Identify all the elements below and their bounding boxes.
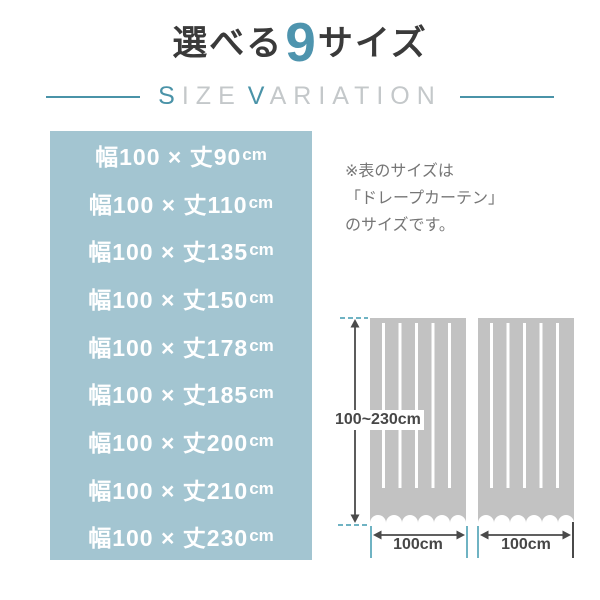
size-label: 幅100 × 丈178 — [88, 334, 249, 361]
size-label: 幅100 × 丈210 — [88, 477, 249, 504]
size-label: 幅100 × 丈110 — [88, 191, 248, 218]
title-suffix: サイズ — [317, 24, 428, 63]
size-row: 幅100 × 丈135 cm — [50, 226, 312, 274]
size-row: 幅100 × 丈150 cm — [50, 274, 312, 322]
subtitle-right-line — [459, 95, 554, 98]
curtain-panel-right — [478, 318, 574, 531]
curtain-diagram — [338, 317, 574, 558]
subtitle-s-rest: IZE — [181, 82, 242, 110]
size-label: 幅100 × 丈185 — [88, 382, 249, 409]
size-row: 幅100 × 丈90 cm — [50, 131, 312, 179]
subtitle-v-rest: ARIATION — [269, 82, 442, 110]
size-row: 幅100 × 丈110 cm — [50, 179, 312, 227]
size-unit: cm — [249, 526, 274, 546]
size-unit: cm — [242, 144, 267, 164]
width-arrow-left — [373, 530, 465, 540]
page-title: 選べる9サイズ — [0, 10, 600, 74]
size-unit: cm — [249, 430, 274, 450]
title-number: 9 — [285, 11, 316, 73]
title-prefix: 選べる — [172, 24, 284, 63]
height-dimension-label: 100~230cm — [332, 410, 424, 430]
note-line-1: ※表のサイズは — [345, 163, 454, 180]
size-label: 幅100 × 丈230 — [88, 525, 249, 552]
size-label: 幅100 × 丈200 — [88, 429, 249, 456]
size-note: ※表のサイズは 「ドレープカーテン」 のサイズです。 — [345, 158, 504, 239]
note-line-2: 「ドレープカーテン」 — [345, 190, 505, 207]
width-dimension-label-right: 100cm — [501, 536, 551, 553]
subtitle-text: SIZE VARIATION — [158, 82, 442, 111]
note-line-3: のサイズです。 — [345, 217, 455, 234]
size-unit: cm — [249, 240, 274, 260]
size-row: 幅100 × 丈185 cm — [50, 369, 312, 417]
size-row: 幅100 × 丈210 cm — [50, 465, 312, 513]
size-unit: cm — [249, 383, 274, 403]
size-row: 幅100 × 丈200 cm — [50, 417, 312, 465]
size-row: 幅100 × 丈230 cm — [50, 512, 312, 560]
size-unit: cm — [249, 335, 274, 355]
size-unit: cm — [249, 287, 274, 307]
size-label: 幅100 × 丈150 — [88, 286, 249, 313]
subtitle-left-line — [46, 95, 141, 98]
size-label: 幅100 × 丈90 — [95, 143, 242, 170]
size-unit: cm — [249, 478, 274, 498]
subtitle: SIZE VARIATION — [0, 82, 600, 111]
subtitle-s-accent: S — [158, 82, 182, 110]
subtitle-v-accent: V — [247, 82, 270, 110]
size-label: 幅100 × 丈135 — [88, 239, 249, 266]
width-arrow-right — [480, 530, 571, 540]
size-row: 幅100 × 丈178 cm — [50, 322, 312, 370]
width-dimension-label-left: 100cm — [393, 536, 443, 553]
size-unit: cm — [248, 192, 274, 212]
curtain-panel-left — [370, 318, 466, 531]
size-list-box: 幅100 × 丈90 cm 幅100 × 丈110 cm 幅100 × 丈135 cm… — [50, 131, 312, 560]
